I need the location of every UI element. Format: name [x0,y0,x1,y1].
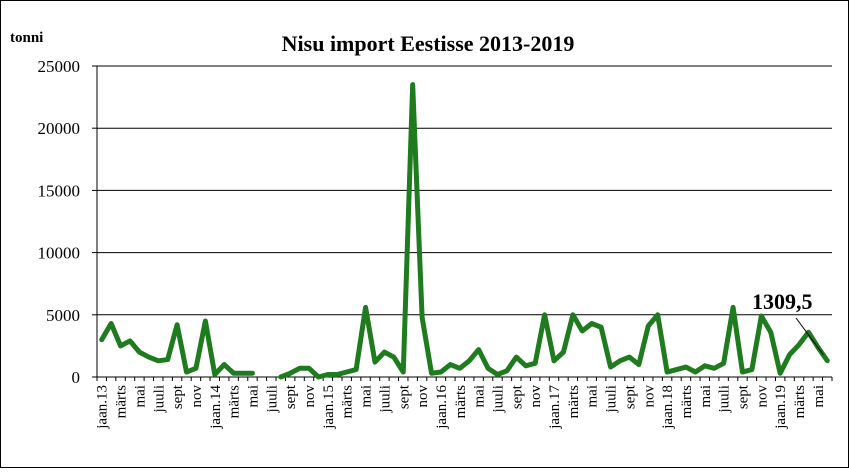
x-tick-label: märts [340,385,356,418]
x-tick-label: sept [622,384,638,409]
annotations: 1309,5 [752,289,824,356]
x-tick-label: sept [170,384,186,409]
x-tick-label: jaan.19 [773,385,789,430]
x-tick-label: nov [189,385,205,408]
x-tick-label: jaan.13 [95,385,111,430]
x-tick-label: jaan.15 [321,385,337,430]
x-tick-label: jaan.14 [208,385,224,430]
x-tick-label: mai [359,385,375,408]
x-tick-label: nov [302,385,318,408]
x-tick-label: märts [566,385,582,418]
x-tick-label: jaan.16 [434,385,450,430]
x-tick-label: jaan.18 [660,385,676,430]
gridlines [97,65,832,316]
x-tick-label: mai [245,385,261,408]
x-tick-label: märts [792,385,808,418]
x-tick-label: märts [453,385,469,418]
callout-leader-line [795,317,824,356]
y-tick-label: 25000 [38,57,81,76]
x-tick-label: nov [641,385,657,408]
y-tick-label: 5000 [46,306,80,325]
y-axis-unit-label: tonni [10,30,43,46]
x-tick-label: juuli [264,385,280,414]
x-tick-label: jaan.17 [547,385,563,430]
x-tick-label: sept [509,384,525,409]
y-tick-label: 10000 [38,244,81,263]
axes [92,65,833,381]
x-tick-label: mai [811,385,827,408]
callout-label: 1309,5 [752,289,813,314]
x-tick-label: nov [528,385,544,408]
x-tick-label: mai [585,385,601,408]
x-tick-label: juuli [604,385,620,414]
chart-title: Nisu import Eestisse 2013-2019 [282,31,575,56]
x-tick-label: mai [472,385,488,408]
x-tick-labels: jaan.13 märts mai juuli sept nov jaan.14 märts m… [95,384,827,430]
x-tick-label: juuli [151,385,167,414]
x-tick-label: mai [132,385,148,408]
x-tick-label: juuli [490,385,506,414]
x-tick-label: märts [679,385,695,418]
x-tick-label: nov [754,385,770,408]
x-tick-label: juuli [377,385,393,414]
y-tick-label: 0 [72,368,81,387]
y-tick-label: 20000 [38,119,81,138]
x-tick-label: sept [735,384,751,409]
series-line [99,82,830,380]
x-tick-label: märts [227,385,243,418]
x-tick-label: sept [396,384,412,409]
x-tick-label: märts [114,385,130,418]
series [99,82,830,380]
x-tick-label: sept [283,384,299,409]
x-tick-label: mai [698,385,714,408]
x-tick-label: juuli [717,385,733,414]
y-tick-labels: 0 5000 10000 15000 20000 25000 [38,57,81,387]
x-tick-label: nov [415,385,431,408]
y-tick-label: 15000 [38,181,81,200]
